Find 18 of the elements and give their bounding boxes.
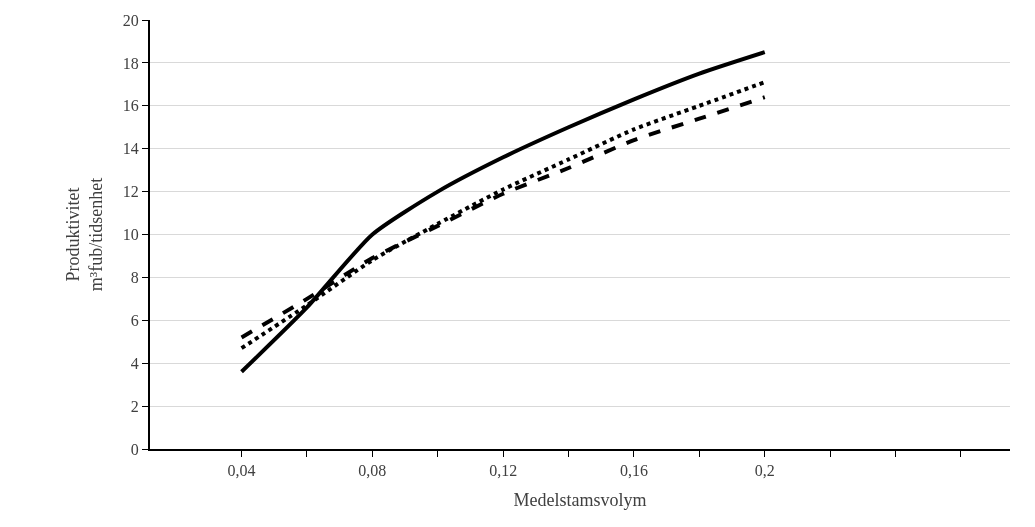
x-axis-title: Medelstamsvolym <box>513 489 647 510</box>
y-tick-label: 12 <box>122 183 139 201</box>
x-tick-label: 0,04 <box>227 462 256 480</box>
x-tick-label: 0,08 <box>358 462 387 480</box>
y-tick-label: 10 <box>122 226 139 244</box>
y-tick-label: 20 <box>122 11 139 29</box>
y-tick-label: 4 <box>130 354 139 372</box>
y-tick-label: 8 <box>130 269 139 286</box>
y-tick-label: 6 <box>130 311 139 329</box>
x-tick-label: 0,2 <box>754 462 775 480</box>
y-axis-title: Produktivitet m³fub/tidsenhet <box>63 177 107 292</box>
y-tick-label: 2 <box>130 397 139 415</box>
x-tick-label: 0,16 <box>619 462 648 480</box>
y-tick-label: 0 <box>130 440 139 458</box>
x-tick-label: 0,12 <box>489 462 518 480</box>
y-tick-label: 18 <box>122 54 139 72</box>
y-tick-label: 14 <box>122 140 139 158</box>
y-tick-label: 16 <box>122 97 139 115</box>
